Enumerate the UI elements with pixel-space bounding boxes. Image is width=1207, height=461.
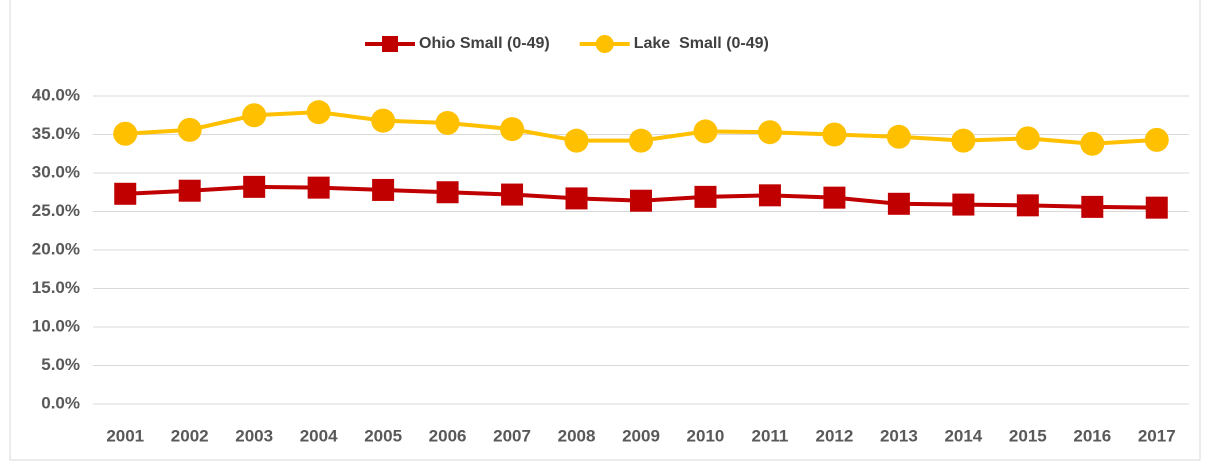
y-tick-label: 40.0% (32, 85, 80, 104)
x-tick-label: 2013 (880, 426, 918, 445)
marker (951, 128, 976, 153)
marker (1015, 126, 1040, 151)
y-tick-label: 20.0% (32, 239, 80, 258)
x-tick-label: 2012 (815, 426, 853, 445)
marker (242, 103, 267, 128)
marker (757, 120, 782, 145)
marker (823, 186, 846, 209)
marker (177, 117, 202, 142)
legend-marker (595, 35, 614, 53)
x-tick-label: 2007 (493, 426, 531, 445)
legend-label: Ohio Small (0-49) (419, 35, 550, 52)
marker (500, 117, 525, 142)
marker (630, 189, 652, 212)
marker (565, 187, 588, 210)
marker (501, 183, 524, 206)
x-tick-label: 2011 (751, 426, 788, 445)
marker (372, 178, 395, 201)
y-tick-label: 25.0% (32, 201, 80, 220)
x-tick-label: 2017 (1138, 426, 1176, 445)
marker (435, 110, 460, 135)
marker (1144, 127, 1169, 152)
marker (693, 119, 718, 144)
marker (243, 175, 266, 198)
x-tick-label: 2015 (1009, 426, 1047, 445)
marker (952, 193, 975, 216)
x-tick-label: 2008 (558, 426, 596, 445)
x-tick-label: 2016 (1073, 426, 1111, 445)
y-tick-label: 0.0% (41, 393, 80, 412)
marker (178, 179, 201, 202)
y-tick-label: 30.0% (32, 162, 80, 181)
marker (114, 182, 137, 205)
marker (694, 185, 717, 208)
y-tick-label: 35.0% (32, 124, 80, 143)
marker (436, 181, 459, 204)
x-tick-label: 2003 (235, 426, 273, 445)
marker (629, 128, 653, 153)
chart-frame (9, 0, 1201, 461)
marker (758, 184, 781, 207)
marker (307, 176, 330, 199)
y-tick-label: 5.0% (41, 355, 80, 374)
marker (113, 121, 138, 146)
marker (886, 124, 911, 149)
marker (822, 122, 847, 147)
x-tick-label: 2002 (171, 426, 209, 445)
legend-marker (382, 36, 398, 52)
marker (371, 108, 396, 133)
marker (1080, 131, 1105, 156)
marker (887, 192, 910, 215)
legend-label: Lake Small (0-49) (634, 35, 769, 52)
x-tick-label: 2010 (687, 426, 725, 445)
marker (1145, 196, 1168, 219)
x-tick-label: 2001 (106, 426, 144, 445)
x-tick-label: 2014 (944, 426, 982, 445)
x-tick-label: 2004 (300, 426, 338, 445)
x-tick-label: 2009 (622, 426, 660, 445)
y-tick-label: 10.0% (32, 316, 80, 335)
x-tick-label: 2005 (364, 426, 402, 445)
marker (564, 128, 589, 153)
y-tick-label: 15.0% (32, 278, 80, 297)
marker (306, 100, 331, 125)
marker (1081, 195, 1104, 218)
marker (1016, 194, 1039, 217)
x-tick-label: 2006 (429, 426, 467, 445)
